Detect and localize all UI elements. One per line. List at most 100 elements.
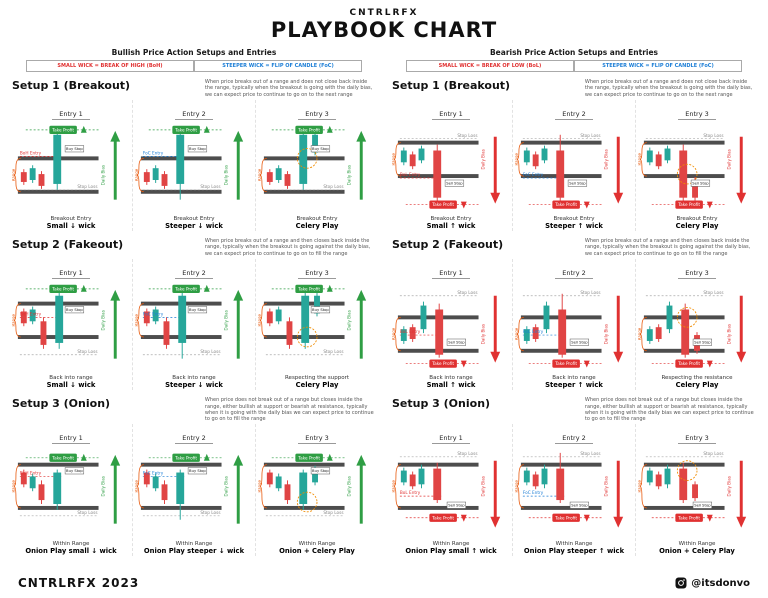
entry-chart: Range Take Profit Stop Loss FoC Entry Buy St… (135, 125, 244, 200)
entry-chart: Range Take Profit Stop Loss BoH Entry Buy St… (12, 453, 121, 524)
setup-header: Setup 2 (Fakeout) When price breaks out o… (390, 238, 758, 257)
entry-panel: Entry 1 Range Take Profit Stop Loss BoL Entr… (390, 424, 512, 555)
entry-chart: Range Take Profit Stop Loss Sell Stop Daily … (638, 451, 747, 528)
entry-panel: Entry 1 Range Take Profit Stop Loss BoL Entr… (390, 259, 512, 390)
entry-panel: Entry 1 Range Take Profit Stop Loss BoH Entr… (10, 259, 132, 390)
svg-text:Take Profit: Take Profit (554, 361, 577, 366)
celery-zone-circle-icon (296, 492, 318, 513)
setup-section-2: Setup 2 (Fakeout) When price breaks out o… (390, 238, 758, 391)
svg-text:Sell Stop: Sell Stop (448, 341, 465, 345)
entry-panel: Entry 2 Range Take Profit Stop Loss FoC Entr… (512, 424, 635, 556)
stop-loss-label: Stop Loss (200, 184, 220, 189)
svg-text:Buy Stop: Buy Stop (189, 470, 206, 474)
column-title: Bearish Price Action Setups and Entries (489, 48, 659, 57)
celery-zone-circle-icon (296, 147, 318, 169)
take-profit-label: Take Profit (552, 200, 580, 209)
stop-loss-label: Stop Loss (457, 133, 477, 138)
entry-caption-name: Onion Play steeper ↓ wick (143, 546, 245, 555)
svg-text:Take Profit: Take Profit (297, 127, 320, 132)
svg-text:Sell Stop: Sell Stop (448, 504, 465, 508)
entry-caption-name: Small ↓ wick (46, 222, 96, 231)
entry-caption-context: Breakout Entry (296, 216, 338, 223)
entry-caption-name: Onion Play small ↓ wick (25, 546, 117, 555)
entry-caption-name: Onion Play steeper ↑ wick (523, 546, 625, 555)
stop-order-badge: Sell Stop (692, 338, 712, 346)
entry-caption-context: Within Range (52, 540, 90, 547)
entry-caption-name: Steeper ↑ wick (545, 381, 603, 390)
range-label: Range (638, 480, 642, 493)
daily-bias-label: Daily Bias (100, 165, 105, 185)
stop-order-badge: Buy Stop (310, 145, 331, 152)
entry-chart: Range Take Profit Stop Loss FoC Entry Buy St… (135, 453, 244, 524)
svg-text:Take Profit: Take Profit (677, 516, 700, 521)
setup-description: When price breaks out of a range and doe… (204, 79, 373, 98)
take-profit-label: Take Profit (675, 513, 703, 523)
daily-bias-arrow-icon (613, 136, 624, 204)
entry-caption-context: Back into range (49, 375, 93, 382)
entry-panel: Entry 3 Range Take Profit Stop Loss Sell Sto… (635, 424, 758, 556)
daily-bias-label: Daily Bias (726, 149, 731, 169)
range-label: Range (12, 313, 16, 326)
daily-bias-arrow-icon (613, 461, 624, 528)
instagram-icon (675, 577, 687, 589)
column-title: Bullish Price Action Setups and Entries (111, 48, 277, 57)
stop-loss-label: Stop Loss (457, 290, 477, 295)
setup-header: Setup 1 (Breakout) When price breaks out … (10, 79, 378, 98)
svg-text:Buy Stop: Buy Stop (66, 147, 83, 151)
svg-text:Buy Stop: Buy Stop (66, 308, 83, 312)
entry-caption-name: Onion + Celery Play (279, 546, 355, 555)
entry-caption-name: Onion Play small ↑ wick (405, 546, 497, 555)
entry-caption-name: Small ↑ wick (426, 381, 476, 390)
legend-item: SMALL WICK = BREAK OF HIGH (BoH) (26, 60, 194, 72)
entry-panel: Entry 1 Range Take Profit Stop Loss BoL Entr… (390, 100, 512, 231)
stop-loss-label: Stop Loss (200, 349, 220, 354)
entry-number-label: Entry 3 (678, 110, 716, 120)
legend-row: SMALL WICK = BREAK OF HIGH (BoH) STEEPER … (26, 60, 362, 72)
setup-title: Setup 3 (Onion) (392, 397, 491, 411)
entry-chart: Range Take Profit Stop Loss Sell Stop Daily … (638, 133, 747, 209)
range-label: Range (135, 168, 139, 181)
take-profit-label: Take Profit (295, 125, 323, 134)
entry-number-label: Entry 3 (678, 434, 716, 445)
entry-panel: Entry 2 Range Take Profit Stop Loss FoC Entr… (132, 99, 255, 232)
stop-loss-label: Stop Loss (703, 290, 723, 295)
entry-chart: Range Take Profit Stop Loss Buy Stop Daily B… (258, 453, 367, 524)
entry-price-label: FoC Entry (143, 311, 164, 316)
entry-chart: Range Take Profit Stop Loss BoL Entry Sell S… (392, 290, 501, 368)
entry-number-label: Entry 3 (678, 269, 716, 279)
celery-zone-circle-icon (296, 326, 318, 348)
entry-panel: Entry 3 Range Take Profit Stop Loss Buy Stop… (255, 424, 378, 556)
stop-loss-label: Stop Loss (703, 133, 723, 138)
svg-text:Take Profit: Take Profit (51, 127, 74, 132)
header: CNTRLRFX PLAYBOOK CHART (10, 8, 758, 42)
daily-bias-arrow-icon (110, 455, 121, 524)
entry-chart: Range Take Profit Stop Loss BoH Entry Buy St… (12, 125, 121, 200)
range-label: Range (258, 480, 262, 493)
setup-description: When price breaks out of a range and the… (584, 238, 751, 257)
entries-row: Entry 1 Range Take Profit Stop Loss BoH Entr… (10, 99, 378, 232)
daily-bias-arrow-icon (736, 461, 747, 528)
entry-caption-context: Breakout Entry (50, 216, 92, 223)
daily-bias-label: Daily Bias (480, 149, 485, 169)
take-profit-label: Take Profit (429, 359, 457, 368)
entry-caption-context: Breakout Entry (430, 216, 472, 223)
stop-order-badge: Sell Stop (444, 179, 465, 187)
stop-order-badge: Sell Stop (569, 502, 589, 509)
range-label: Range (135, 480, 139, 493)
range-label: Range (135, 313, 139, 326)
svg-text:Take Profit: Take Profit (554, 516, 577, 521)
entry-caption-context: Within Range (432, 540, 470, 547)
entry-chart: Range Take Profit Stop Loss FoC Entry Buy St… (135, 284, 244, 359)
legend-item: SMALL WICK = BREAK OF LOW (BoL) (406, 60, 574, 72)
entry-number-label: Entry 2 (555, 269, 593, 279)
stop-order-badge: Sell Stop (692, 502, 712, 509)
svg-text:Sell Stop: Sell Stop (446, 181, 463, 185)
daily-bias-label: Daily Bias (603, 476, 608, 496)
stop-order-badge: Buy Stop (64, 145, 85, 152)
stop-loss-label: Stop Loss (580, 133, 600, 138)
range-label: Range (392, 480, 396, 493)
daily-bias-label: Daily Bias (726, 324, 731, 344)
svg-text:Sell Stop: Sell Stop (692, 181, 709, 185)
entry-number-label: Entry 1 (52, 110, 90, 120)
daily-bias-label: Daily Bias (223, 165, 228, 185)
